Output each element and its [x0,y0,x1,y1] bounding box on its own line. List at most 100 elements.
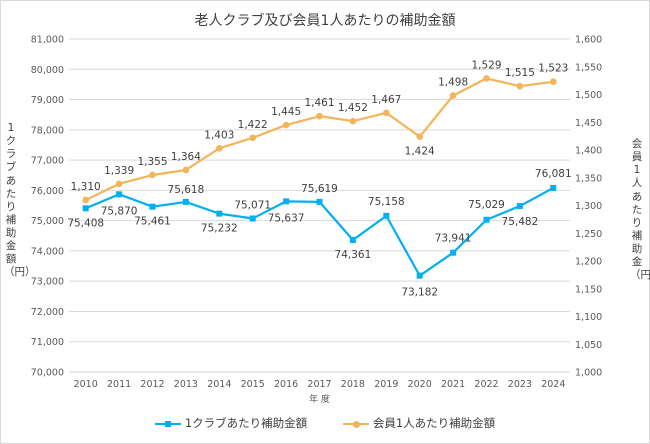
y-left-tick-label: 81,000 [31,35,64,46]
data-label-club: 75,619 [301,183,338,195]
y-right-tick-label: 1,100 [575,312,602,323]
series-point-member [115,180,123,188]
data-label-member: 1,445 [271,106,301,118]
y-left-tick-label: 70,000 [31,368,64,379]
series-point-member [383,109,390,117]
data-label-club: 73,941 [435,233,472,245]
series-point-club [82,205,89,212]
y-right-tick-label: 1,200 [575,257,602,268]
series-point-member [516,82,524,90]
x-tick-label: 2022 [474,379,498,390]
series-point-club [316,198,323,205]
x-tick-label: 2023 [508,379,532,390]
y-right-tick-label: 1,450 [575,118,602,129]
series-point-member [82,196,89,204]
x-tick-label: 2024 [541,379,565,390]
y-right-tick-label: 1,400 [575,146,602,157]
x-tick-label: 2013 [174,379,198,390]
y-left-tick-label: 76,000 [31,186,64,197]
series-point-club [483,216,490,223]
y-axis-right-label: 会員1人あたり補助金（円） [630,138,650,282]
series-point-member [449,92,457,99]
series-point-member [182,166,190,174]
y-right-tick-label: 1,300 [575,201,602,212]
series-point-member [216,145,223,152]
series-point-member [550,78,557,86]
y-left-tick-label: 71,000 [31,337,64,348]
data-label-club: 75,232 [201,223,238,235]
data-label-member: 1,364 [171,151,201,163]
data-label-club: 74,361 [335,249,372,261]
y-right-tick-label: 1,000 [575,368,602,379]
y-left-tick-label: 72,000 [31,307,64,318]
series-point-club [383,212,390,219]
legend-item-member: 会員1人あたり補助金額 [342,415,496,431]
y-left-tick-label: 79,000 [31,95,64,106]
data-label-member: 1,452 [338,102,368,114]
data-label-member: 1,523 [538,63,568,75]
x-tick-label: 2017 [307,379,331,390]
x-tick-label: 2021 [441,379,465,390]
data-label-club: 75,618 [168,184,205,196]
y-right-tick-label: 1,150 [575,284,602,295]
series-point-club [550,184,557,191]
y-right-tick-label: 1,550 [575,62,602,73]
data-label-member: 1,339 [104,165,134,177]
series-point-club [283,198,290,205]
data-label-member: 1,467 [371,94,401,106]
series-point-member [316,112,323,120]
legend-label-member: 会員1人あたり補助金額 [372,416,496,430]
data-label-club: 73,182 [401,287,438,299]
data-label-member: 1,529 [471,59,501,71]
series-point-member [483,75,490,82]
data-label-club: 75,637 [268,212,305,224]
data-label-club: 75,158 [368,196,405,208]
x-axis-title: 年 度 [309,393,330,405]
data-label-club: 75,461 [134,216,171,228]
data-label-club: 76,081 [535,168,572,180]
data-label-member: 1,498 [438,77,468,89]
data-label-member: 1,422 [238,119,268,131]
x-tick-label: 2020 [408,379,432,390]
data-label-club: 75,482 [502,216,539,228]
series-point-club [249,215,256,222]
data-label-member: 1,424 [405,146,435,158]
x-tick-label: 2012 [140,379,164,390]
data-label-club: 75,071 [234,199,271,211]
y-left-tick-label: 77,000 [31,156,64,167]
x-tick-label: 2018 [341,379,365,390]
x-tick-label: 2011 [107,379,131,390]
x-tick-label: 2019 [374,379,398,390]
data-label-member: 1,461 [304,97,334,109]
x-tick-label: 2015 [241,379,265,390]
data-label-member: 1,310 [71,181,101,193]
y-left-tick-label: 73,000 [31,277,64,288]
y-left-tick-label: 78,000 [31,125,64,136]
y-right-tick-label: 1,050 [575,340,602,351]
legend-label-club: 1クラブあたり補助金額 [184,416,308,430]
data-label-club: 75,408 [67,217,104,229]
y-right-tick-label: 1,250 [575,229,602,240]
series-point-member [149,171,156,179]
y-left-tick-label: 80,000 [31,65,64,76]
series-point-member [249,134,256,142]
data-label-club: 75,029 [468,199,505,211]
chart-title: 老人クラブ及び会員1人あたりの補助金額 [194,13,456,29]
series-point-member [282,121,290,129]
series-point-member [416,133,424,140]
series-point-club [450,249,457,256]
y-left-tick-label: 75,000 [31,216,64,227]
data-label-member: 1,403 [204,129,234,141]
y-right-tick-label: 1,500 [575,90,602,101]
legend-item-club: 1クラブあたり補助金額 [154,415,308,431]
data-label-member: 1,515 [505,67,535,79]
legend-swatch-circle [342,419,369,429]
series-point-club [149,203,156,210]
series-point-club [516,203,523,210]
x-tick-label: 2014 [207,379,231,390]
x-tick-label: 2016 [274,379,298,390]
legend: 1クラブあたり補助金額 会員1人あたり補助金額 [0,415,650,431]
x-tick-label: 2010 [74,379,98,390]
series-point-member [349,117,357,125]
